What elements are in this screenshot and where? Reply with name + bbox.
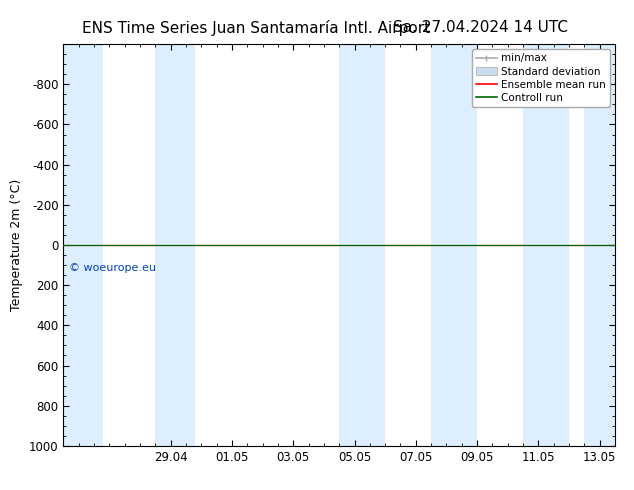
Bar [339,44,385,446]
Bar [523,44,569,446]
Text: ENS Time Series Juan Santamaría Intl. Airport: ENS Time Series Juan Santamaría Intl. Ai… [82,20,430,36]
Y-axis label: Temperature 2m (°C): Temperature 2m (°C) [10,179,23,311]
Text: © woeurope.eu: © woeurope.eu [69,263,156,273]
Legend: min/max, Standard deviation, Ensemble mean run, Controll run: min/max, Standard deviation, Ensemble me… [472,49,610,107]
Bar [585,44,615,446]
Bar [431,44,477,446]
Bar [155,44,195,446]
Bar [63,44,103,446]
Text: Sa. 27.04.2024 14 UTC: Sa. 27.04.2024 14 UTC [393,20,568,35]
